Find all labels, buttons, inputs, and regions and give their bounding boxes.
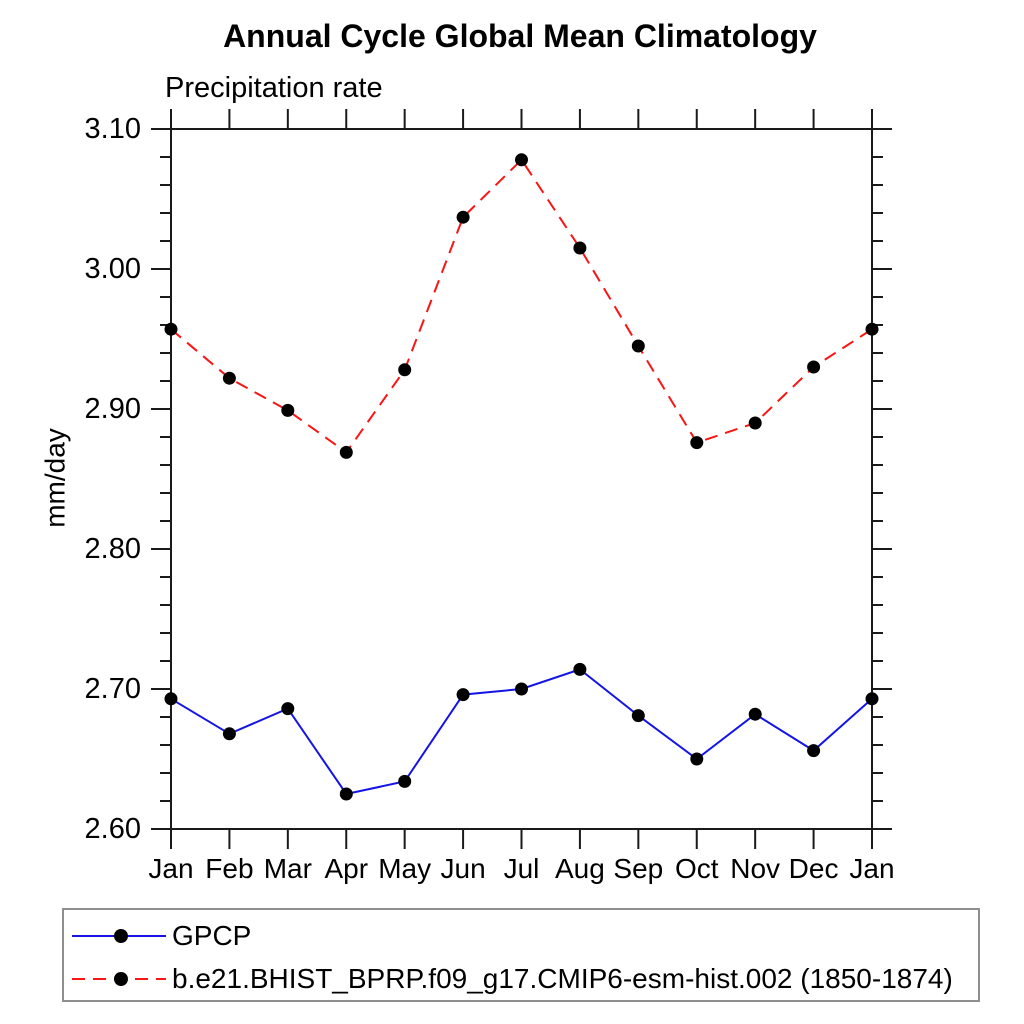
y-tick-label: 2.80 bbox=[85, 533, 141, 565]
x-tick-label-oct: Oct bbox=[675, 853, 719, 884]
data-point-model-run-jan bbox=[865, 322, 879, 336]
data-point-model-run-jan bbox=[164, 322, 178, 336]
data-point-model-run-may bbox=[398, 363, 412, 377]
data-point-model-run-apr bbox=[339, 445, 353, 459]
y-tick-label: 2.90 bbox=[85, 393, 141, 425]
y-tick-label: 2.60 bbox=[85, 813, 141, 845]
series-line-model-run bbox=[170, 158, 873, 454]
data-point-gpcp-jan bbox=[865, 692, 879, 706]
legend: GPCP b.e21.BHIST_BPRP.f09_g17.CMIP6-esm-… bbox=[62, 908, 980, 1002]
data-point-gpcp-aug bbox=[573, 662, 587, 676]
data-point-model-run-nov bbox=[748, 416, 762, 430]
data-point-gpcp-may bbox=[398, 774, 412, 788]
x-tick-label-jan: Jan bbox=[849, 853, 894, 884]
legend-item-model-run: b.e21.BHIST_BPRP.f09_g17.CMIP6-esm-hist.… bbox=[69, 961, 953, 997]
x-tick-label-apr: Apr bbox=[324, 853, 368, 884]
data-point-model-run-oct bbox=[690, 436, 704, 450]
data-point-gpcp-mar bbox=[281, 702, 295, 716]
x-tick-label-jun: Jun bbox=[441, 853, 486, 884]
legend-line-sample-gpcp bbox=[72, 929, 166, 943]
data-point-gpcp-oct bbox=[690, 752, 704, 766]
y-axis-title: mm/day bbox=[40, 428, 71, 528]
legend-item-gpcp: GPCP bbox=[69, 918, 251, 954]
x-tick-label-aug: Aug bbox=[555, 853, 605, 884]
legend-marker-icon bbox=[114, 929, 128, 943]
y-tick-label: 3.00 bbox=[85, 253, 141, 285]
data-point-model-run-dec bbox=[807, 360, 821, 374]
data-point-model-run-sep bbox=[631, 339, 645, 353]
legend-label-model-run: b.e21.BHIST_BPRP.f09_g17.CMIP6-esm-hist.… bbox=[172, 963, 953, 994]
legend-label-gpcp: GPCP bbox=[172, 920, 252, 951]
y-tick-label: 3.10 bbox=[85, 113, 141, 145]
y-tick-label: 2.70 bbox=[85, 673, 141, 705]
data-point-gpcp-jul bbox=[515, 682, 528, 696]
data-point-gpcp-apr bbox=[339, 787, 353, 801]
chart-title: Annual Cycle Global Mean Climatology bbox=[223, 18, 817, 54]
x-tick-label-may: May bbox=[378, 853, 431, 884]
x-tick-label-feb: Feb bbox=[205, 853, 253, 884]
data-point-model-run-jun bbox=[456, 210, 470, 224]
x-tick-label-jul: Jul bbox=[504, 853, 540, 884]
x-tick-label-mar: Mar bbox=[264, 853, 312, 884]
data-point-model-run-aug bbox=[573, 241, 587, 255]
data-point-gpcp-nov bbox=[748, 707, 762, 721]
axis-subtitle-precipitation-rate: Precipitation rate bbox=[165, 72, 383, 104]
legend-marker-icon bbox=[114, 972, 128, 986]
data-point-gpcp-feb bbox=[222, 727, 236, 741]
x-tick-label-jan: Jan bbox=[148, 853, 193, 884]
x-tick-label-nov: Nov bbox=[730, 853, 780, 884]
data-point-model-run-mar bbox=[281, 403, 295, 417]
data-point-model-run-feb bbox=[222, 371, 236, 385]
legend-line-sample-model-run bbox=[72, 972, 166, 986]
data-point-model-run-jul bbox=[515, 153, 528, 167]
data-point-gpcp-jan bbox=[164, 692, 178, 706]
data-point-gpcp-dec bbox=[807, 744, 821, 758]
data-point-gpcp-jun bbox=[456, 688, 470, 702]
plot-frame bbox=[170, 128, 873, 830]
x-tick-label-sep: Sep bbox=[613, 853, 663, 884]
data-point-gpcp-sep bbox=[631, 709, 645, 723]
x-tick-label-dec: Dec bbox=[789, 853, 839, 884]
